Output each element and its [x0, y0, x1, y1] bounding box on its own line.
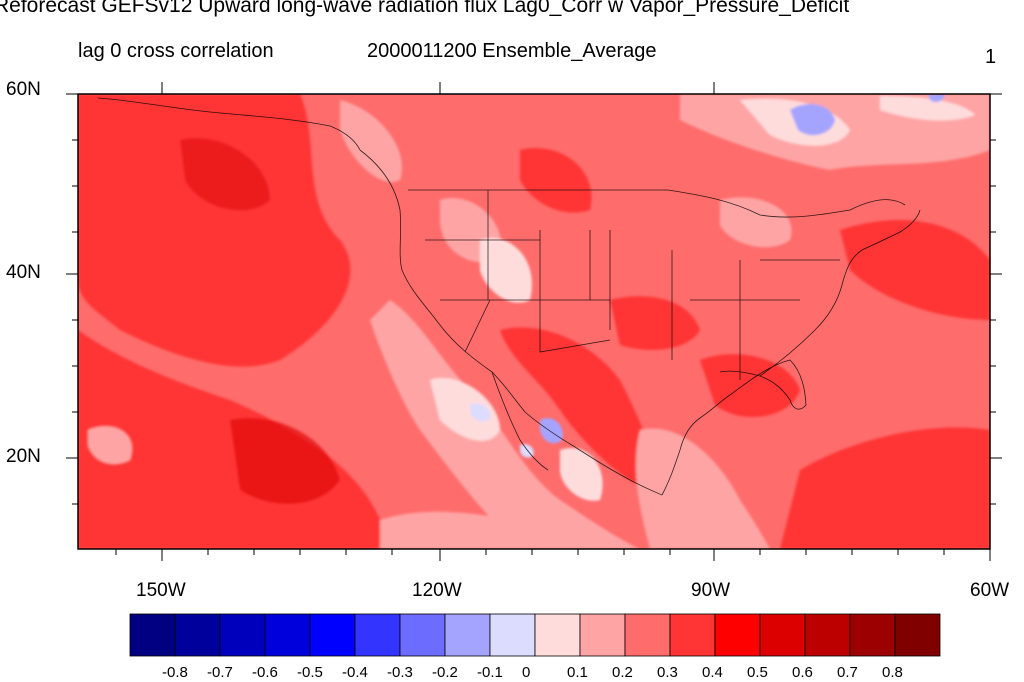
colorbar-swatch	[264, 613, 311, 657]
colorbar-swatch	[849, 613, 896, 657]
lat-label-20n: 20N	[6, 446, 41, 467]
colorbar-swatch	[759, 613, 806, 657]
lon-label-60w: 60W	[970, 580, 1010, 601]
lon-label-90w: 90W	[691, 580, 731, 601]
colorbar-label: 0.8	[882, 664, 903, 681]
map-title: Reforecast GEFSv12 Upward long-wave radi…	[0, 0, 850, 17]
subtitle-right: 1	[985, 46, 997, 68]
colorbar-swatch	[624, 613, 671, 657]
plot-frame	[77, 93, 991, 550]
lat-label-40n: 40N	[6, 262, 41, 283]
colorbar-swatch	[354, 613, 401, 657]
colorbar-swatch	[219, 613, 266, 657]
lon-label-120w: 120W	[412, 580, 462, 601]
lat-tick-marks	[66, 93, 1002, 505]
colorbar-swatch	[399, 613, 446, 657]
lon-tick-marks	[115, 82, 991, 561]
lat-label-60n: 60N	[6, 79, 41, 100]
colorbar-label: 0.3	[657, 664, 678, 681]
colorbar-label: -0.6	[252, 664, 278, 681]
colorbar-swatch	[444, 613, 491, 657]
colorbar-label: -0.5	[297, 664, 323, 681]
colorbar-label: 0	[522, 664, 531, 681]
colorbar-label: -0.4	[342, 664, 368, 681]
colorbar-label: -0.2	[432, 664, 458, 681]
subtitle-center: 2000011200 Ensemble_Average	[367, 40, 657, 62]
colorbar-label: -0.1	[477, 664, 503, 681]
subtitle-left: lag 0 cross correlation	[78, 40, 274, 62]
colorbar-label: 0.4	[702, 664, 723, 681]
colorbar-label: -0.8	[162, 664, 188, 681]
colorbar-swatch	[669, 613, 716, 657]
colorbar-swatch	[804, 613, 851, 657]
colorbar-swatch	[129, 613, 176, 657]
colorbar-label: 0.6	[792, 664, 813, 681]
colorbar-label: -0.3	[387, 664, 413, 681]
colorbar-swatch	[309, 613, 356, 657]
colorbar-swatch	[174, 613, 221, 657]
colorbar-label: 0.1	[567, 664, 588, 681]
colorbar	[129, 613, 941, 657]
colorbar-swatch	[714, 613, 761, 657]
colorbar-label: 0.5	[747, 664, 768, 681]
colorbar-label: 0.2	[612, 664, 633, 681]
colorbar-swatch	[894, 613, 941, 657]
correlation-field	[78, 94, 990, 549]
lon-label-150w: 150W	[136, 580, 186, 601]
colorbar-swatch	[534, 613, 581, 657]
colorbar-swatch	[579, 613, 626, 657]
colorbar-label: 0.7	[837, 664, 858, 681]
colorbar-swatch	[489, 613, 536, 657]
colorbar-label: -0.7	[207, 664, 233, 681]
